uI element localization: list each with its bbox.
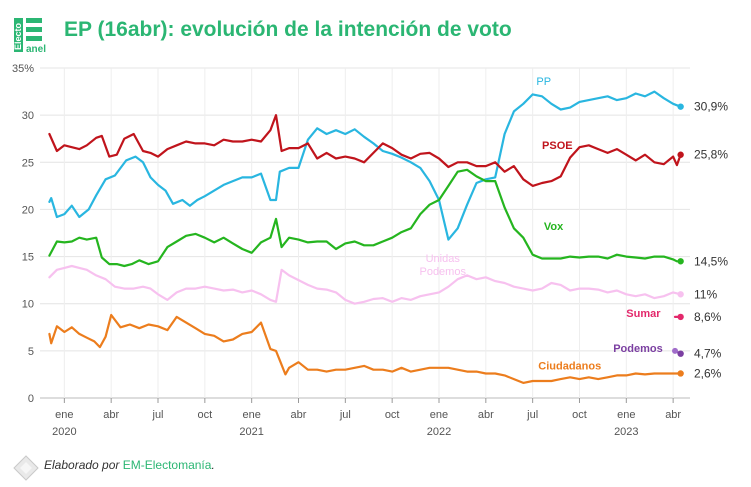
series-label-pp: PP bbox=[536, 76, 551, 88]
x-tick-label-11: oct bbox=[572, 409, 587, 421]
logo-text-vertical: Electo bbox=[13, 22, 23, 50]
end-dot-unidas-podemos bbox=[677, 291, 684, 298]
end-dot-podemos bbox=[677, 350, 684, 357]
gridlines bbox=[40, 67, 690, 403]
x-tick-label-0: ene bbox=[55, 409, 73, 421]
series-label-vox: Vox bbox=[544, 221, 564, 233]
y-tick-label-0: 0 bbox=[28, 393, 34, 405]
end-dot-psoe bbox=[677, 151, 684, 158]
x-tick-label-7: oct bbox=[385, 409, 400, 421]
end-dot-sumar bbox=[677, 313, 684, 321]
y-tick-label-35: 35% bbox=[12, 63, 34, 75]
footer-credit: Elaborado por EM-Electomanía. bbox=[44, 458, 215, 472]
series-label-unidas-podemos: Unidas Podemos bbox=[419, 253, 466, 278]
final-value-vox: 14,5% bbox=[694, 254, 728, 268]
x-tick-label-10: jul bbox=[526, 409, 538, 421]
end-dot-ciudadanos bbox=[677, 370, 684, 377]
x-tick-label-3: oct bbox=[197, 409, 212, 421]
y-tick-label-25: 25 bbox=[22, 157, 34, 169]
y-tick-label-20: 20 bbox=[22, 204, 34, 216]
y-tick-label-10: 10 bbox=[22, 299, 34, 311]
x-tick-label-13: abr bbox=[665, 409, 681, 421]
end-dot-vox bbox=[677, 258, 684, 265]
final-value-unidas-podemos: 11% bbox=[694, 287, 717, 301]
footer-source-link[interactable]: EM-Electomanía bbox=[122, 458, 212, 472]
logo-text-horizontal: anel bbox=[26, 44, 46, 54]
series-line-psoe bbox=[48, 113, 682, 187]
x-tick-label-5: abr bbox=[291, 409, 307, 421]
final-value-podemos: 4,7% bbox=[694, 347, 722, 361]
footer: Elaborado por EM-Electomanía. bbox=[12, 452, 342, 482]
footer-logo-icon bbox=[13, 455, 39, 481]
x-axis-labels: ene 2020 abr jul oct ene 2021 abr jul oct ene 2022 a… bbox=[52, 409, 681, 438]
x-tick-label-6: jul bbox=[339, 409, 351, 421]
start-dot-podemos bbox=[672, 347, 679, 354]
x-tick-label-9: abr bbox=[478, 409, 494, 421]
electopanel-logo: Electo anel bbox=[12, 14, 56, 55]
series-end-dots bbox=[672, 103, 684, 377]
y-tick-label-30: 30 bbox=[22, 110, 34, 122]
chart-title: EP (16abr): evolución de la intención de… bbox=[64, 18, 512, 41]
x-year-label-2022: 2022 bbox=[427, 426, 451, 438]
x-tick-label-8: ene bbox=[430, 409, 448, 421]
footer-prefix: Elaborado por bbox=[44, 458, 123, 472]
y-tick-label-15: 15 bbox=[22, 252, 34, 264]
series-label-sumar: Sumar bbox=[626, 308, 661, 320]
series-label-psoe: PSOE bbox=[542, 140, 573, 152]
series-labels: PP 30,9% PSOE 25,8% Vox 14,5% Unidas Podemos 11%… bbox=[419, 76, 728, 381]
series-line-vox bbox=[48, 168, 682, 268]
y-tick-label-5: 5 bbox=[28, 346, 34, 358]
x-year-label-2023: 2023 bbox=[614, 426, 638, 438]
final-value-sumar: 8,6% bbox=[694, 310, 722, 324]
end-dot-pp bbox=[677, 103, 684, 110]
final-value-pp: 30,9% bbox=[694, 100, 728, 114]
y-axis-labels: 0 5 10 15 20 25 30 35% bbox=[12, 63, 34, 405]
x-tick-label-4: ene bbox=[242, 409, 260, 421]
final-value-ciudadanos: 2,6% bbox=[694, 366, 722, 380]
series-label-ciudadanos: Ciudadanos bbox=[538, 361, 601, 373]
x-tick-label-1: abr bbox=[103, 409, 119, 421]
footer-suffix: . bbox=[211, 458, 215, 472]
series-line-ciudadanos bbox=[48, 313, 682, 384]
x-tick-label-2: jul bbox=[152, 409, 164, 421]
series-line-pp bbox=[48, 90, 682, 241]
final-value-psoe: 25,8% bbox=[694, 148, 728, 162]
x-tick-label-12: ene bbox=[617, 409, 635, 421]
series-lines bbox=[48, 90, 682, 384]
series-line-unidas-podemos bbox=[48, 264, 682, 305]
x-year-label-2020: 2020 bbox=[52, 426, 76, 438]
series-label-podemos: Podemos bbox=[613, 343, 663, 355]
x-year-label-2021: 2021 bbox=[239, 426, 263, 438]
